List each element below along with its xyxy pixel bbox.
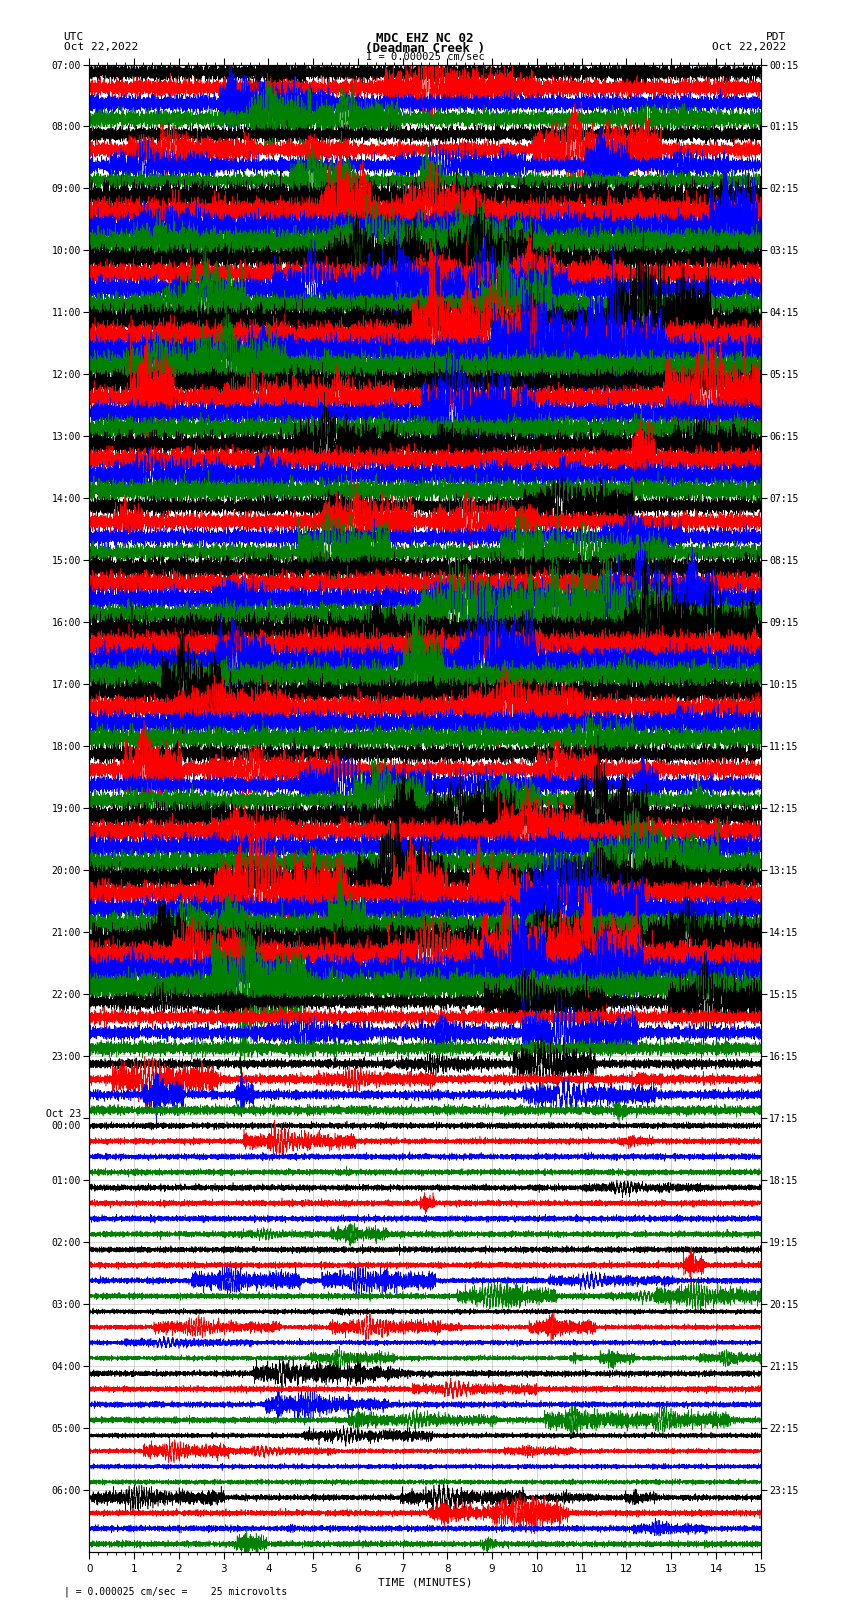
Text: Oct 22,2022: Oct 22,2022	[712, 42, 786, 52]
X-axis label: TIME (MINUTES): TIME (MINUTES)	[377, 1578, 473, 1587]
Text: Oct 22,2022: Oct 22,2022	[64, 42, 138, 52]
Text: UTC: UTC	[64, 32, 84, 42]
Text: MDC EHZ NC 02: MDC EHZ NC 02	[377, 32, 473, 45]
Text: | = 0.000025 cm/sec =    25 microvolts: | = 0.000025 cm/sec = 25 microvolts	[64, 1586, 287, 1597]
Text: I = 0.000025 cm/sec: I = 0.000025 cm/sec	[366, 52, 484, 61]
Text: (Deadman Creek ): (Deadman Creek )	[365, 42, 485, 55]
Text: PDT: PDT	[766, 32, 786, 42]
